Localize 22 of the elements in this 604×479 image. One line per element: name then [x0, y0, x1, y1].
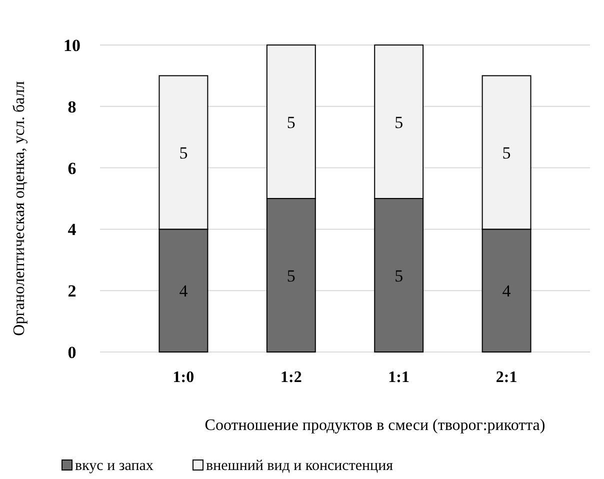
data-label: 5 [286, 112, 296, 132]
data-label: 5 [502, 143, 511, 162]
y-tick-label: 2 [68, 282, 76, 301]
data-label: 5 [394, 266, 404, 286]
y-tick-label: 0 [68, 343, 76, 362]
data-label: 5 [394, 112, 404, 132]
x-tick-label: 2:1 [496, 369, 518, 386]
y-tick-label: 4 [68, 220, 77, 240]
data-label: 5 [286, 266, 296, 286]
x-tick-label: 1:1 [388, 369, 410, 386]
x-axis-title: Соотношение продуктов в смеси (творог:рикотта) [204, 417, 546, 434]
data-label: 5 [179, 143, 188, 162]
y-tick-label: 10 [64, 36, 80, 55]
data-label: 4 [179, 282, 188, 301]
y-tick-label: 8 [68, 97, 76, 116]
legend-label: вкус и запах [75, 458, 154, 474]
x-tick-label: 1:2 [280, 369, 302, 386]
y-axis-title: Органолептическая оценка, усл. балл [11, 81, 28, 336]
legend-label: внешний вид и консистенция [206, 458, 394, 474]
data-label: 4 [502, 282, 512, 301]
y-tick-label: 6 [68, 158, 76, 178]
x-tick-label: 1:0 [172, 369, 194, 386]
